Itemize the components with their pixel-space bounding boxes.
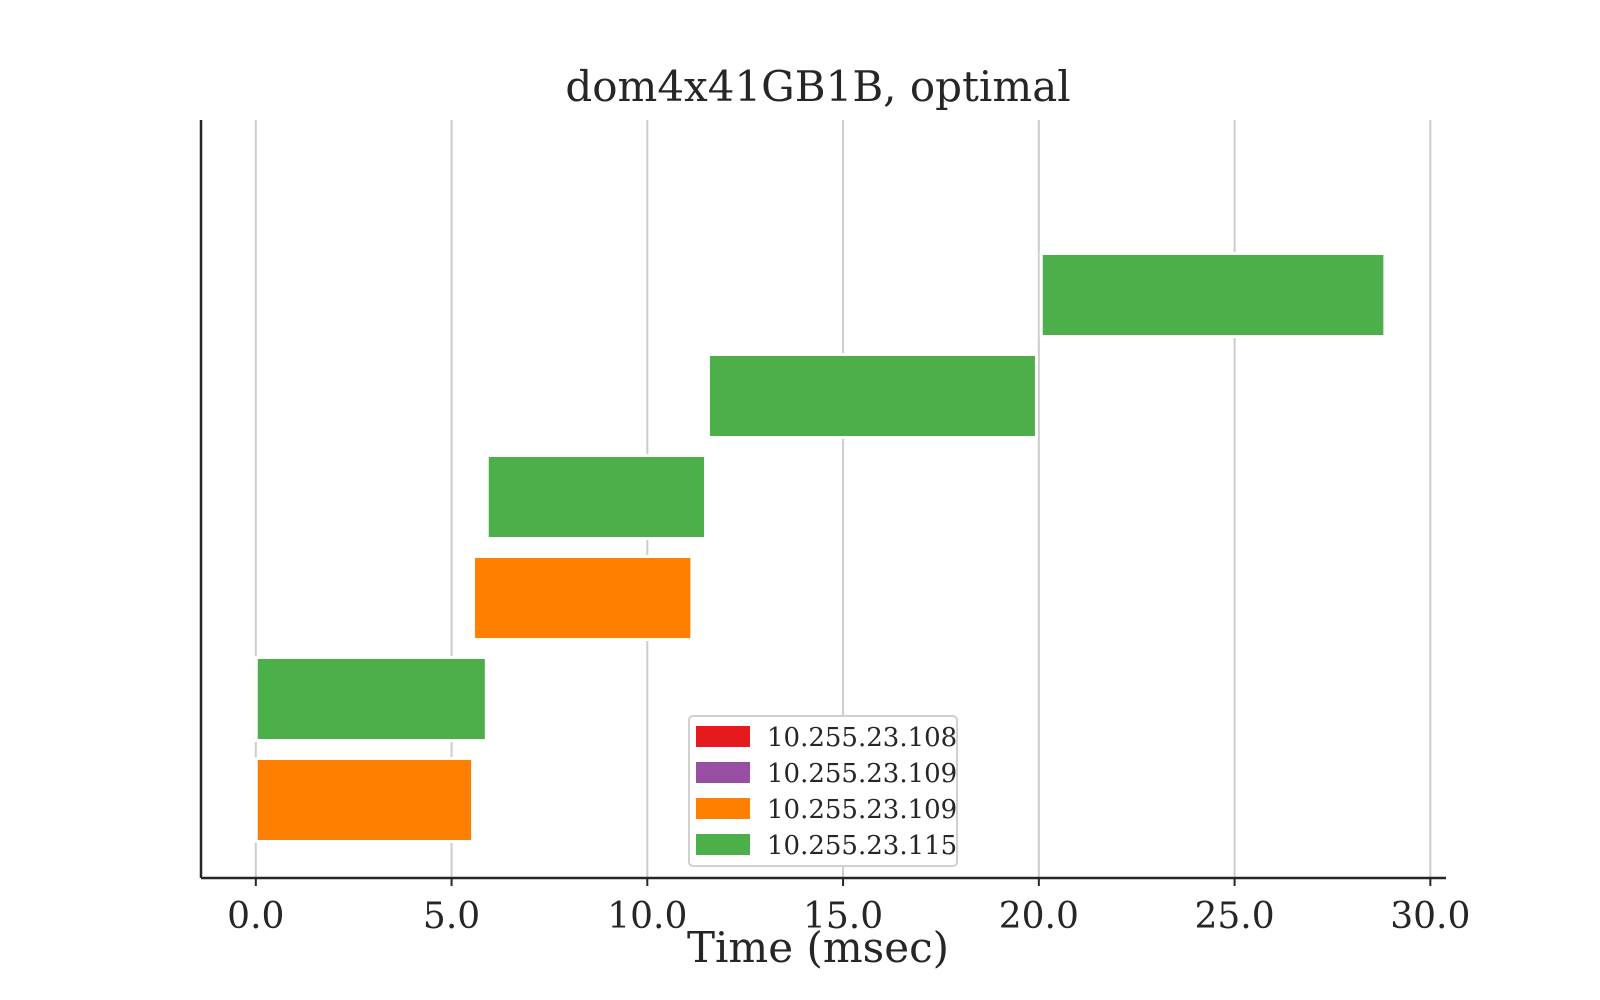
x-tick-label: 30.0 [1390,896,1470,937]
axes [199,120,1446,880]
bars [254,252,1387,843]
legend-swatch [696,798,750,819]
gantt-bar [257,760,472,840]
x-tick-label: 5.0 [423,896,480,937]
x-tick-label: 15.0 [803,896,883,937]
legend-swatch [696,726,750,747]
chart-title: dom4x41GB1B, optimal [565,62,1070,111]
x-axis-label: Time (msec) [687,923,949,972]
legend-swatch [696,762,750,783]
legend-box [688,715,958,867]
gantt-bar [488,457,705,537]
legend-label: 10.255.23.109 [767,795,957,825]
x-tick-label: 0.0 [227,896,284,937]
gantt-bar [709,356,1035,436]
legend-swatch [696,834,750,855]
gantt-bar [257,659,485,739]
x-tick-label: 10.0 [607,896,687,937]
legend-label: 10.255.23.108 [767,723,957,753]
gantt-bar [475,558,691,638]
legend: 10.255.23.108 10.255.23.109 10.255.23.109 1… [688,715,958,867]
legend-label: 10.255.23.109 [767,759,957,789]
x-tick-label: 25.0 [1195,896,1275,937]
legend-label: 10.255.23.115 [767,831,957,861]
x-tick-label: 20.0 [999,896,1079,937]
x-ticks: 0.0 5.0 10.0 15.0 20.0 25.0 30.0 [227,878,1470,937]
gantt-bar [1042,255,1384,335]
